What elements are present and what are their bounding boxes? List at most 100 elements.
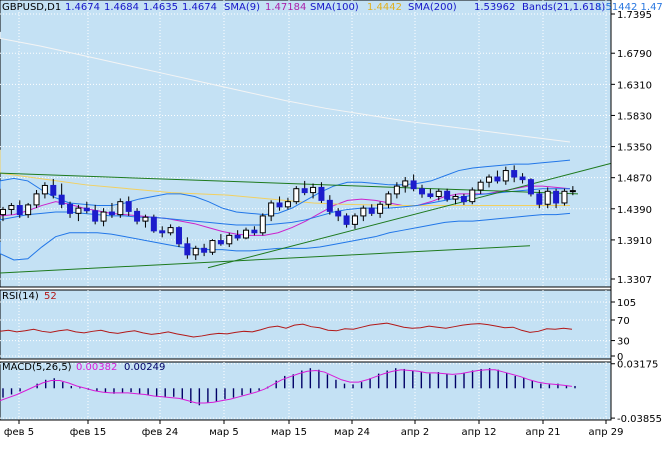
candle[interactable] — [100, 208, 107, 227]
candle[interactable] — [33, 189, 40, 209]
rsi-tick-label: 70 — [617, 316, 630, 327]
candle[interactable] — [502, 166, 509, 185]
candle[interactable] — [486, 174, 493, 188]
candle[interactable] — [175, 226, 182, 248]
candle-body — [511, 170, 518, 178]
trend-line[interactable] — [207, 162, 612, 269]
trend-line[interactable] — [0, 245, 531, 274]
candle[interactable] — [226, 232, 233, 248]
candle-body — [427, 193, 434, 197]
candle[interactable] — [301, 180, 308, 196]
series-bands-lower[interactable] — [0, 212, 571, 261]
candle[interactable] — [393, 182, 400, 199]
candle[interactable] — [217, 234, 224, 246]
candle[interactable] — [377, 201, 384, 218]
candle[interactable] — [92, 204, 99, 225]
candle-body — [435, 190, 442, 197]
candle-body — [402, 180, 409, 187]
candle[interactable] — [243, 227, 250, 240]
candle[interactable] — [134, 208, 141, 225]
candle[interactable] — [402, 177, 409, 193]
candle[interactable] — [276, 196, 283, 211]
candle[interactable] — [343, 213, 350, 228]
series-sma-200-[interactable] — [0, 31, 571, 143]
candle[interactable] — [75, 204, 82, 222]
candle[interactable] — [25, 202, 32, 218]
series-sma-100-[interactable] — [0, 149, 570, 207]
rsi-pane[interactable] — [0, 289, 612, 360]
candle[interactable] — [117, 198, 124, 218]
candle[interactable] — [494, 170, 501, 184]
candle[interactable] — [527, 178, 534, 197]
candle-body — [268, 202, 275, 217]
candle[interactable] — [159, 226, 166, 238]
candle[interactable] — [16, 200, 23, 218]
candle-body — [100, 211, 107, 222]
candle-body — [368, 207, 375, 214]
candle[interactable] — [511, 165, 518, 183]
candle[interactable] — [150, 214, 157, 233]
candle[interactable] — [469, 187, 476, 205]
legend-symbol: GBPUSD,D1 — [2, 2, 61, 13]
candle[interactable] — [268, 200, 275, 222]
candle[interactable] — [293, 186, 300, 205]
candle[interactable] — [444, 188, 451, 202]
candle[interactable] — [360, 205, 367, 222]
macd-pane[interactable] — [0, 361, 612, 421]
y-tick-label: 1.3910 — [617, 236, 652, 247]
series-rsi[interactable] — [0, 322, 573, 338]
candle[interactable] — [234, 230, 241, 241]
candle[interactable] — [184, 237, 191, 259]
candle[interactable] — [410, 174, 417, 192]
candle[interactable] — [209, 239, 216, 255]
candle[interactable] — [519, 173, 526, 184]
candle[interactable] — [385, 191, 392, 209]
candle[interactable] — [569, 186, 576, 196]
candle[interactable] — [125, 196, 132, 216]
price-pane[interactable] — [0, 0, 612, 288]
candle[interactable] — [50, 178, 57, 199]
candle[interactable] — [318, 182, 325, 203]
candle[interactable] — [192, 245, 199, 261]
candle[interactable] — [326, 195, 333, 215]
candle[interactable] — [335, 208, 342, 222]
candle-body — [83, 207, 90, 212]
candle[interactable] — [142, 214, 149, 228]
candle[interactable] — [259, 213, 266, 236]
candle-body — [33, 193, 40, 206]
candle[interactable] — [41, 182, 48, 199]
candle[interactable] — [536, 189, 543, 209]
candle[interactable] — [351, 213, 358, 229]
candle[interactable] — [0, 206, 6, 222]
candle[interactable] — [553, 188, 560, 209]
rsi-tick-label: 30 — [617, 337, 630, 348]
candle-body — [159, 230, 166, 234]
candle[interactable] — [108, 202, 115, 218]
macd-value-signal: 0.00249 — [124, 362, 165, 373]
candle[interactable] — [167, 224, 174, 236]
candle[interactable] — [427, 188, 434, 199]
candle[interactable] — [477, 179, 484, 194]
candle[interactable] — [544, 187, 551, 209]
y-tick-label: 1.5830 — [617, 111, 652, 122]
candle[interactable] — [284, 197, 291, 210]
candle-body — [0, 208, 6, 216]
candle[interactable] — [419, 184, 425, 198]
candle[interactable] — [561, 188, 568, 206]
candle[interactable] — [460, 193, 467, 205]
candle[interactable] — [368, 204, 375, 216]
candle[interactable] — [58, 183, 65, 209]
series-bands-upper[interactable] — [0, 159, 571, 216]
candle[interactable] — [435, 188, 442, 201]
candle[interactable] — [83, 201, 90, 214]
candle[interactable] — [8, 202, 15, 215]
candle[interactable] — [201, 243, 208, 257]
candle[interactable] — [67, 201, 74, 218]
series-macd-signal[interactable] — [0, 369, 573, 404]
candle[interactable] — [310, 183, 317, 199]
candle[interactable] — [452, 193, 459, 205]
candle[interactable] — [251, 226, 258, 236]
candle-body — [553, 190, 560, 204]
